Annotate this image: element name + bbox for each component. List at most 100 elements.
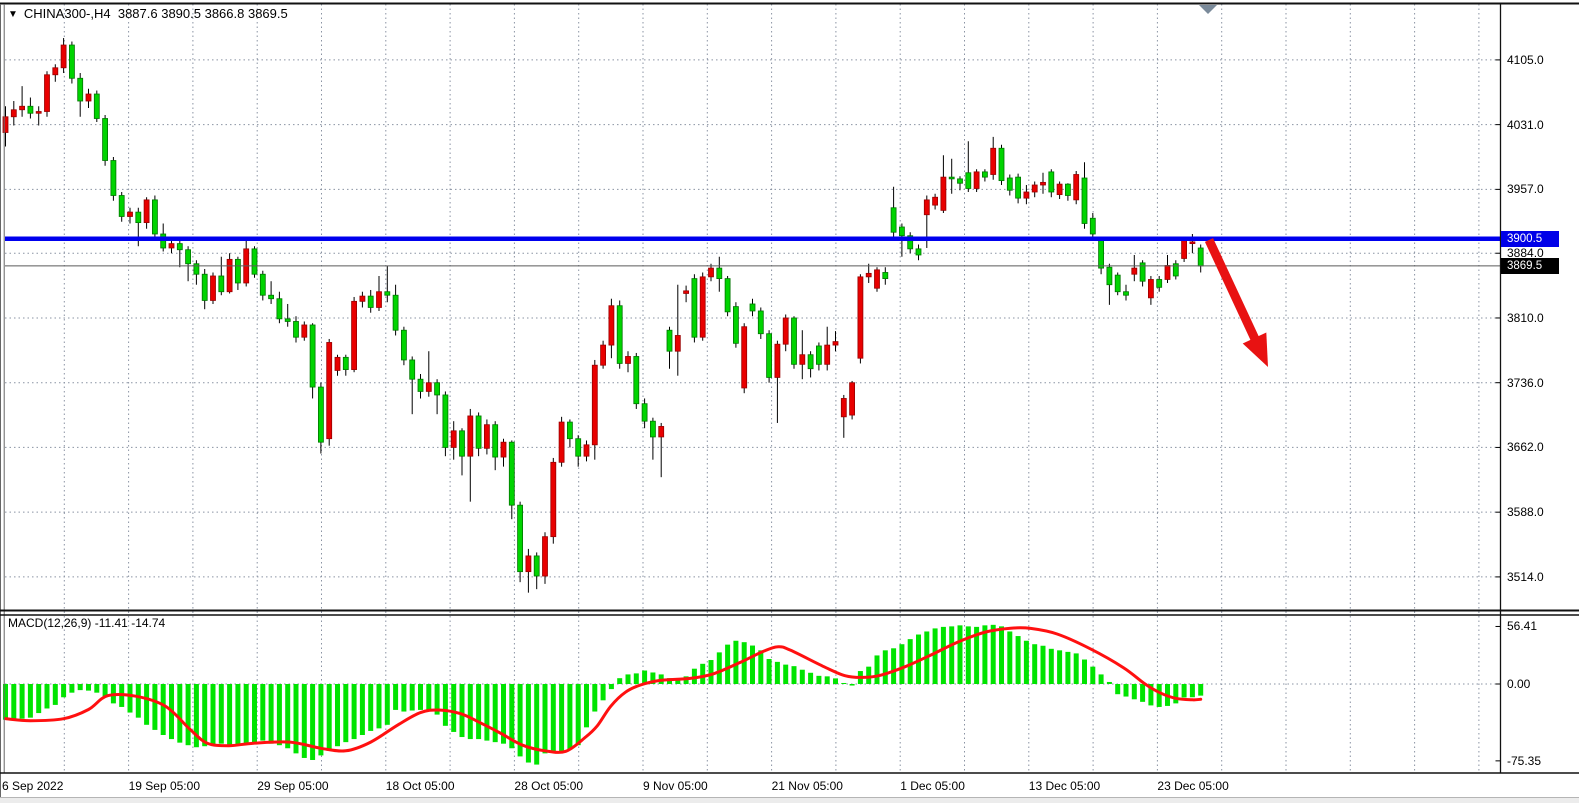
macd-histogram-bar [824, 676, 830, 684]
candle [2, 116, 9, 133]
chart-shift-marker-icon[interactable] [1199, 5, 1217, 14]
trend-arrow-head[interactable] [1242, 332, 1268, 367]
macd-histogram-bar [708, 660, 714, 684]
candle [832, 341, 839, 346]
candle [1148, 279, 1154, 299]
candle [791, 317, 797, 365]
trend-arrow-shaft[interactable] [1204, 238, 1262, 346]
macd-histogram-bar [409, 684, 415, 711]
candle [27, 105, 34, 114]
macd-histogram-bar [1156, 684, 1162, 707]
candle [151, 199, 158, 235]
macd-histogram-bar [252, 684, 257, 743]
macd-signal-line [4, 626, 1203, 754]
candle [417, 378, 424, 392]
macd-histogram-bar [733, 640, 739, 684]
macd-histogram-bar [725, 644, 731, 684]
macd-histogram-bar [77, 684, 83, 691]
candle [948, 176, 955, 180]
candle [658, 426, 665, 438]
candle [1048, 171, 1055, 193]
macd-histogram-bar [69, 684, 75, 693]
macd-histogram-bar [882, 650, 888, 684]
macd-histogram-bar [3, 684, 8, 720]
macd-histogram-bar [791, 666, 797, 684]
macd-histogram-bar [376, 684, 382, 729]
macd-histogram-bar [1198, 684, 1204, 696]
candle [600, 344, 606, 366]
macd-histogram-bar [559, 684, 565, 752]
candle [425, 382, 432, 392]
macd-histogram-bar [501, 684, 506, 744]
macd-histogram-bar [1023, 640, 1029, 684]
macd-histogram-bar [1040, 645, 1046, 684]
candle [35, 111, 42, 114]
macd-histogram-bar [899, 644, 905, 684]
candle [409, 359, 416, 380]
macd-pane[interactable] [3, 624, 1204, 765]
macd-histogram-bar [135, 684, 141, 718]
candle [782, 317, 789, 345]
macd-histogram-bar [957, 625, 963, 684]
candle [699, 276, 706, 338]
candle [625, 356, 631, 364]
candle [210, 275, 216, 301]
macd-histogram-bar [86, 684, 91, 691]
candle [376, 291, 382, 308]
macd-signal-value: -14.74 [131, 616, 166, 630]
symbol-title: ▼ CHINA300-,H4 3887.6 3890.5 3866.8 3869.… [8, 6, 288, 21]
macd-histogram-bar [584, 684, 589, 728]
candle [1015, 176, 1021, 199]
macd-histogram-bar [849, 684, 855, 686]
candle [193, 263, 200, 275]
macd-histogram-bar [343, 684, 349, 743]
candle [1156, 279, 1163, 288]
macd-histogram-bar [476, 684, 482, 740]
macd-histogram-bar [833, 678, 838, 684]
price-axis-label: 3957.0 [1507, 182, 1544, 197]
candle [1189, 241, 1196, 245]
macd-histogram-bar [44, 684, 50, 709]
price-axis-label: 3514.0 [1507, 569, 1544, 584]
macd-histogram-bar [741, 642, 747, 684]
candle [1089, 217, 1096, 235]
candle [533, 555, 540, 577]
candle [973, 171, 980, 189]
symbol-triangle-icon: ▼ [8, 9, 18, 20]
macd-histogram-bar [61, 684, 67, 698]
macd-histogram-bar [1007, 631, 1013, 684]
candle [940, 176, 947, 211]
candle [475, 415, 482, 449]
time-axis-label: 19 Sep 05:00 [128, 779, 200, 793]
macd-histogram-bar [359, 684, 365, 735]
candle [849, 382, 855, 416]
macd-histogram-bar [351, 684, 357, 740]
macd-histogram-bar [492, 684, 498, 743]
time-axis-label: 9 Nov 05:00 [643, 779, 708, 793]
price-axis-label: 4105.0 [1507, 52, 1544, 67]
candle [143, 199, 150, 224]
time-axis-label: 28 Oct 05:00 [514, 779, 584, 793]
candle [52, 67, 59, 76]
macd-histogram-bar [534, 684, 540, 765]
candle [135, 211, 142, 224]
price-pane[interactable] [2, 38, 1501, 593]
macd-histogram-bar [318, 684, 324, 756]
candle [1197, 247, 1204, 267]
macd-histogram-bar [127, 684, 133, 713]
candle [110, 160, 117, 196]
candle [268, 294, 275, 300]
macd-histogram-bar [418, 684, 423, 710]
candle [558, 421, 565, 463]
candle [890, 207, 897, 233]
macd-histogram-bar [816, 675, 822, 684]
macd-histogram-bar [517, 684, 523, 757]
candle [359, 295, 366, 302]
macd-histogram-bar [426, 684, 432, 711]
candle [1098, 239, 1104, 269]
macd-histogram-bar [310, 684, 316, 760]
macd-histogram-bar [218, 684, 224, 744]
candle [392, 294, 399, 331]
candle [882, 272, 889, 280]
